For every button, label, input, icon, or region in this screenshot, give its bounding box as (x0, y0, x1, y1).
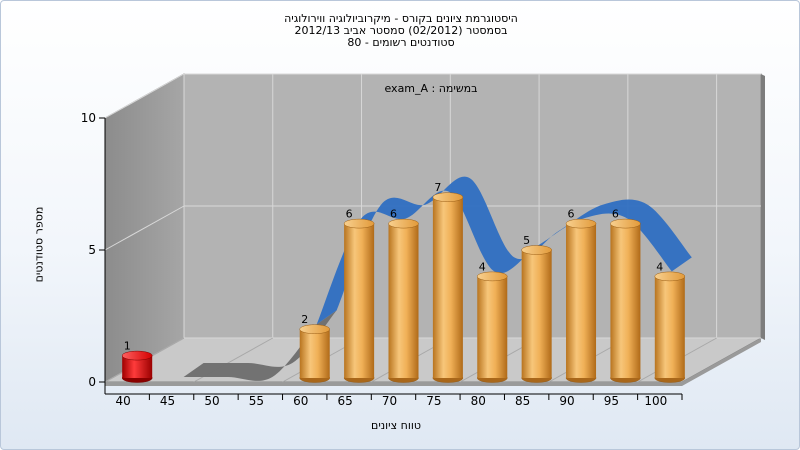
y-tick-label-0: 0 (88, 375, 96, 389)
data-label-90: 6 (568, 208, 575, 221)
x-tick-label-95: 95 (604, 394, 619, 408)
bar-65 (344, 223, 375, 378)
bar-85 (521, 250, 552, 378)
exam-annotation: exam_A : במשימה (384, 82, 478, 95)
bar-top-100 (654, 271, 686, 282)
bar-top-80 (477, 271, 508, 282)
data-label-80: 4 (479, 260, 486, 273)
chart-bands (183, 176, 692, 381)
chart-title-line-2: בסמסטר (02/2012) סמסטר אביב 2012/13 (294, 24, 508, 37)
bar-top-95 (610, 218, 641, 229)
series-ribbon-low (183, 310, 337, 381)
bar-95 (610, 223, 641, 378)
x-tick-label-85: 85 (515, 394, 530, 408)
y-tick-label-5: 5 (88, 243, 96, 257)
chart-bars: 1 2 6 6 7 4 5 6 6 4 (121, 181, 686, 383)
bar-70 (388, 223, 419, 378)
chart-back-wall-edge (761, 74, 765, 340)
x-tick-label-100: 100 (644, 394, 667, 408)
bar-100 (654, 276, 685, 378)
data-label-40: 1 (124, 340, 131, 353)
chart-title-line-1: היסטוגרמת ציונים בקורס - מיקרוביולוגיה ו… (284, 12, 518, 25)
bar-top-65 (343, 218, 375, 229)
bar-60 (299, 329, 330, 378)
x-tick-label-75: 75 (426, 394, 441, 408)
gridline-left-5 (104, 205, 185, 251)
series-ribbon-high (316, 176, 692, 325)
data-label-75: 7 (434, 181, 441, 194)
x-axis-label: טווח ציונים (371, 419, 421, 432)
x-tick-label-55: 55 (249, 394, 264, 408)
x-tick-label-80: 80 (471, 394, 486, 408)
x-tick-label-90: 90 (559, 394, 574, 408)
bar-top-85 (521, 245, 552, 255)
x-tick-label-50: 50 (204, 394, 219, 408)
data-label-65: 6 (346, 208, 353, 221)
data-label-70: 6 (390, 208, 397, 221)
bar-40 (122, 355, 153, 378)
bar-top-60 (299, 324, 330, 334)
y-axis-label: מספר סטודנטים (32, 206, 46, 283)
data-label-85: 5 (523, 234, 530, 247)
x-tick-label-60: 60 (293, 394, 308, 408)
bar-top-75 (432, 192, 464, 202)
x-tick-label-65: 65 (337, 394, 352, 408)
data-label-60: 2 (301, 313, 308, 326)
y-tick-label-10: 10 (81, 111, 96, 125)
gridline-left-10 (104, 73, 185, 119)
bar-top-70 (388, 218, 419, 229)
x-tick-label-70: 70 (382, 394, 397, 408)
chart-title-line-3: סטודנטים רשומים - 80 (347, 36, 455, 49)
data-label-95: 6 (612, 208, 619, 221)
bar-75 (432, 197, 463, 378)
x-tick-label-45: 45 (160, 394, 175, 408)
bar-90 (566, 223, 597, 378)
bar-80 (477, 276, 508, 378)
x-tick-label-40: 40 (116, 394, 131, 408)
bar-top-40 (121, 350, 153, 361)
bar-top-90 (565, 218, 597, 229)
data-label-100: 4 (656, 260, 663, 273)
